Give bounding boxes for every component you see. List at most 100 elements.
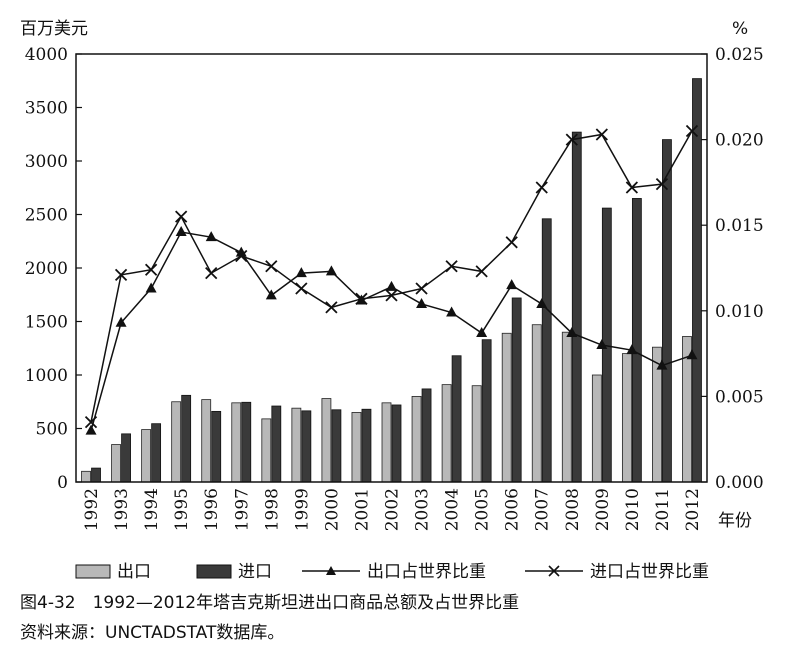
x-tick-label: 1998 <box>262 488 282 531</box>
y-right-tick-label: 0.025 <box>715 45 764 65</box>
x-tick-label: 1993 <box>112 488 132 531</box>
x-tick-label: 2006 <box>503 488 523 531</box>
x-tick-label: 2008 <box>563 488 583 531</box>
bar-export <box>381 402 392 483</box>
y-left-tick-label: 3000 <box>25 152 68 172</box>
bar-export <box>411 395 422 483</box>
bar-export <box>351 412 362 483</box>
y-left-tick-label: 3500 <box>25 99 68 119</box>
bar-import <box>301 410 312 483</box>
point-import-share <box>175 210 188 223</box>
bar-import <box>241 401 252 483</box>
x-tick-label: 2002 <box>383 488 403 531</box>
x-tick-label: 2003 <box>413 488 433 531</box>
x-tick-label: 1995 <box>172 488 192 531</box>
point-import-share <box>685 124 699 138</box>
y-right-tick-label: 0.020 <box>715 131 764 151</box>
point-import-share <box>535 181 548 194</box>
y-left-tick-label: 4000 <box>25 45 68 65</box>
point-export-share <box>265 289 277 300</box>
bar-import <box>421 388 432 483</box>
y-left-tick-label: 1000 <box>25 366 68 386</box>
legend-label-export-share: 出口占世界比重 <box>367 562 486 582</box>
point-import-share <box>595 128 608 141</box>
point-export-share <box>476 327 488 338</box>
point-import-share <box>325 301 338 314</box>
bar-import <box>271 405 282 483</box>
bar-import <box>511 297 522 483</box>
point-import-share <box>355 292 368 305</box>
bar-import <box>451 355 462 483</box>
bar-import <box>692 78 702 483</box>
bar-export <box>171 401 182 483</box>
point-export-share <box>145 282 157 293</box>
bar-export <box>201 399 212 483</box>
point-export-share <box>205 231 217 242</box>
bar-export <box>141 429 152 483</box>
y-right-tick-label: 0.015 <box>715 216 764 236</box>
y-right-axis-title: % <box>732 19 748 39</box>
legend-label-import: 进口 <box>238 562 272 582</box>
x-tick-label: 1994 <box>142 488 162 531</box>
y-right-tick-label: 0.010 <box>715 302 764 322</box>
x-tick-label: 2001 <box>352 488 372 531</box>
point-export-share <box>446 306 458 317</box>
bar-export <box>591 374 602 483</box>
point-import-share <box>415 282 428 295</box>
bar-export <box>291 407 302 483</box>
bar-import <box>391 404 402 483</box>
bar-export <box>501 332 512 483</box>
x-tick-label: 1999 <box>292 488 312 531</box>
x-tick-label: 2007 <box>533 488 553 531</box>
x-tick-label: 2000 <box>322 488 342 531</box>
legend-marker-x <box>548 565 560 577</box>
point-export-share <box>416 297 428 308</box>
x-tick-label: 1992 <box>82 488 102 531</box>
point-export-share <box>295 267 307 278</box>
point-import-share <box>565 133 578 146</box>
x-ticks: 1992 1993 1994 1995 1996 1997 1998 1999 2000 2001… <box>82 488 703 531</box>
x-tick-label: 2010 <box>623 488 643 531</box>
y-left-tick-label: 1500 <box>25 313 68 333</box>
bar-export <box>621 353 632 483</box>
x-tick-label: 2005 <box>473 488 493 531</box>
bar-import <box>121 433 131 483</box>
y-right-tick-label: 0.005 <box>715 387 764 407</box>
figure-caption: 图4-32 1992—2012年塔吉克斯坦进出口商品总额及占世界比重 <box>20 593 520 613</box>
legend-label-export: 出口 <box>117 562 151 582</box>
bar-import <box>571 131 582 483</box>
x-tick-label: 2009 <box>593 488 613 531</box>
point-import-share <box>505 236 518 249</box>
bar-export <box>261 418 272 483</box>
x-tick-label: 1996 <box>202 488 222 531</box>
bar-export <box>561 331 572 483</box>
y-left-tick-label: 2500 <box>25 206 68 226</box>
y-left-tick-label: 500 <box>36 420 68 440</box>
x-axis-unit: 年份 <box>718 511 752 531</box>
point-export-share <box>85 424 97 435</box>
point-export-share <box>566 327 578 338</box>
y-left-tick-label: 0 <box>57 473 68 493</box>
point-import-share <box>445 260 458 273</box>
point-import-share <box>625 181 639 194</box>
line-export-share <box>90 231 693 431</box>
point-import-share <box>235 249 248 263</box>
legend-swatch-import <box>196 564 232 579</box>
markers-layer <box>84 124 699 435</box>
point-import-share <box>655 177 669 191</box>
bar-export <box>231 402 242 483</box>
x-tick-label: 2004 <box>443 488 463 531</box>
point-export-share <box>656 359 668 370</box>
legend: 出口 进口 出口占世界比重 进口占世界比重 <box>75 562 709 582</box>
bar-export <box>321 398 332 483</box>
point-export-share <box>536 297 548 308</box>
point-export-share <box>115 316 127 327</box>
bar-import <box>541 218 552 483</box>
line-import-share <box>90 130 693 423</box>
point-export-share <box>506 279 518 290</box>
legend-swatch-export <box>75 564 111 579</box>
legend-marker-triangle <box>326 566 336 575</box>
bar-import <box>361 408 372 483</box>
bar-import <box>151 423 162 483</box>
point-export-share <box>325 265 337 276</box>
